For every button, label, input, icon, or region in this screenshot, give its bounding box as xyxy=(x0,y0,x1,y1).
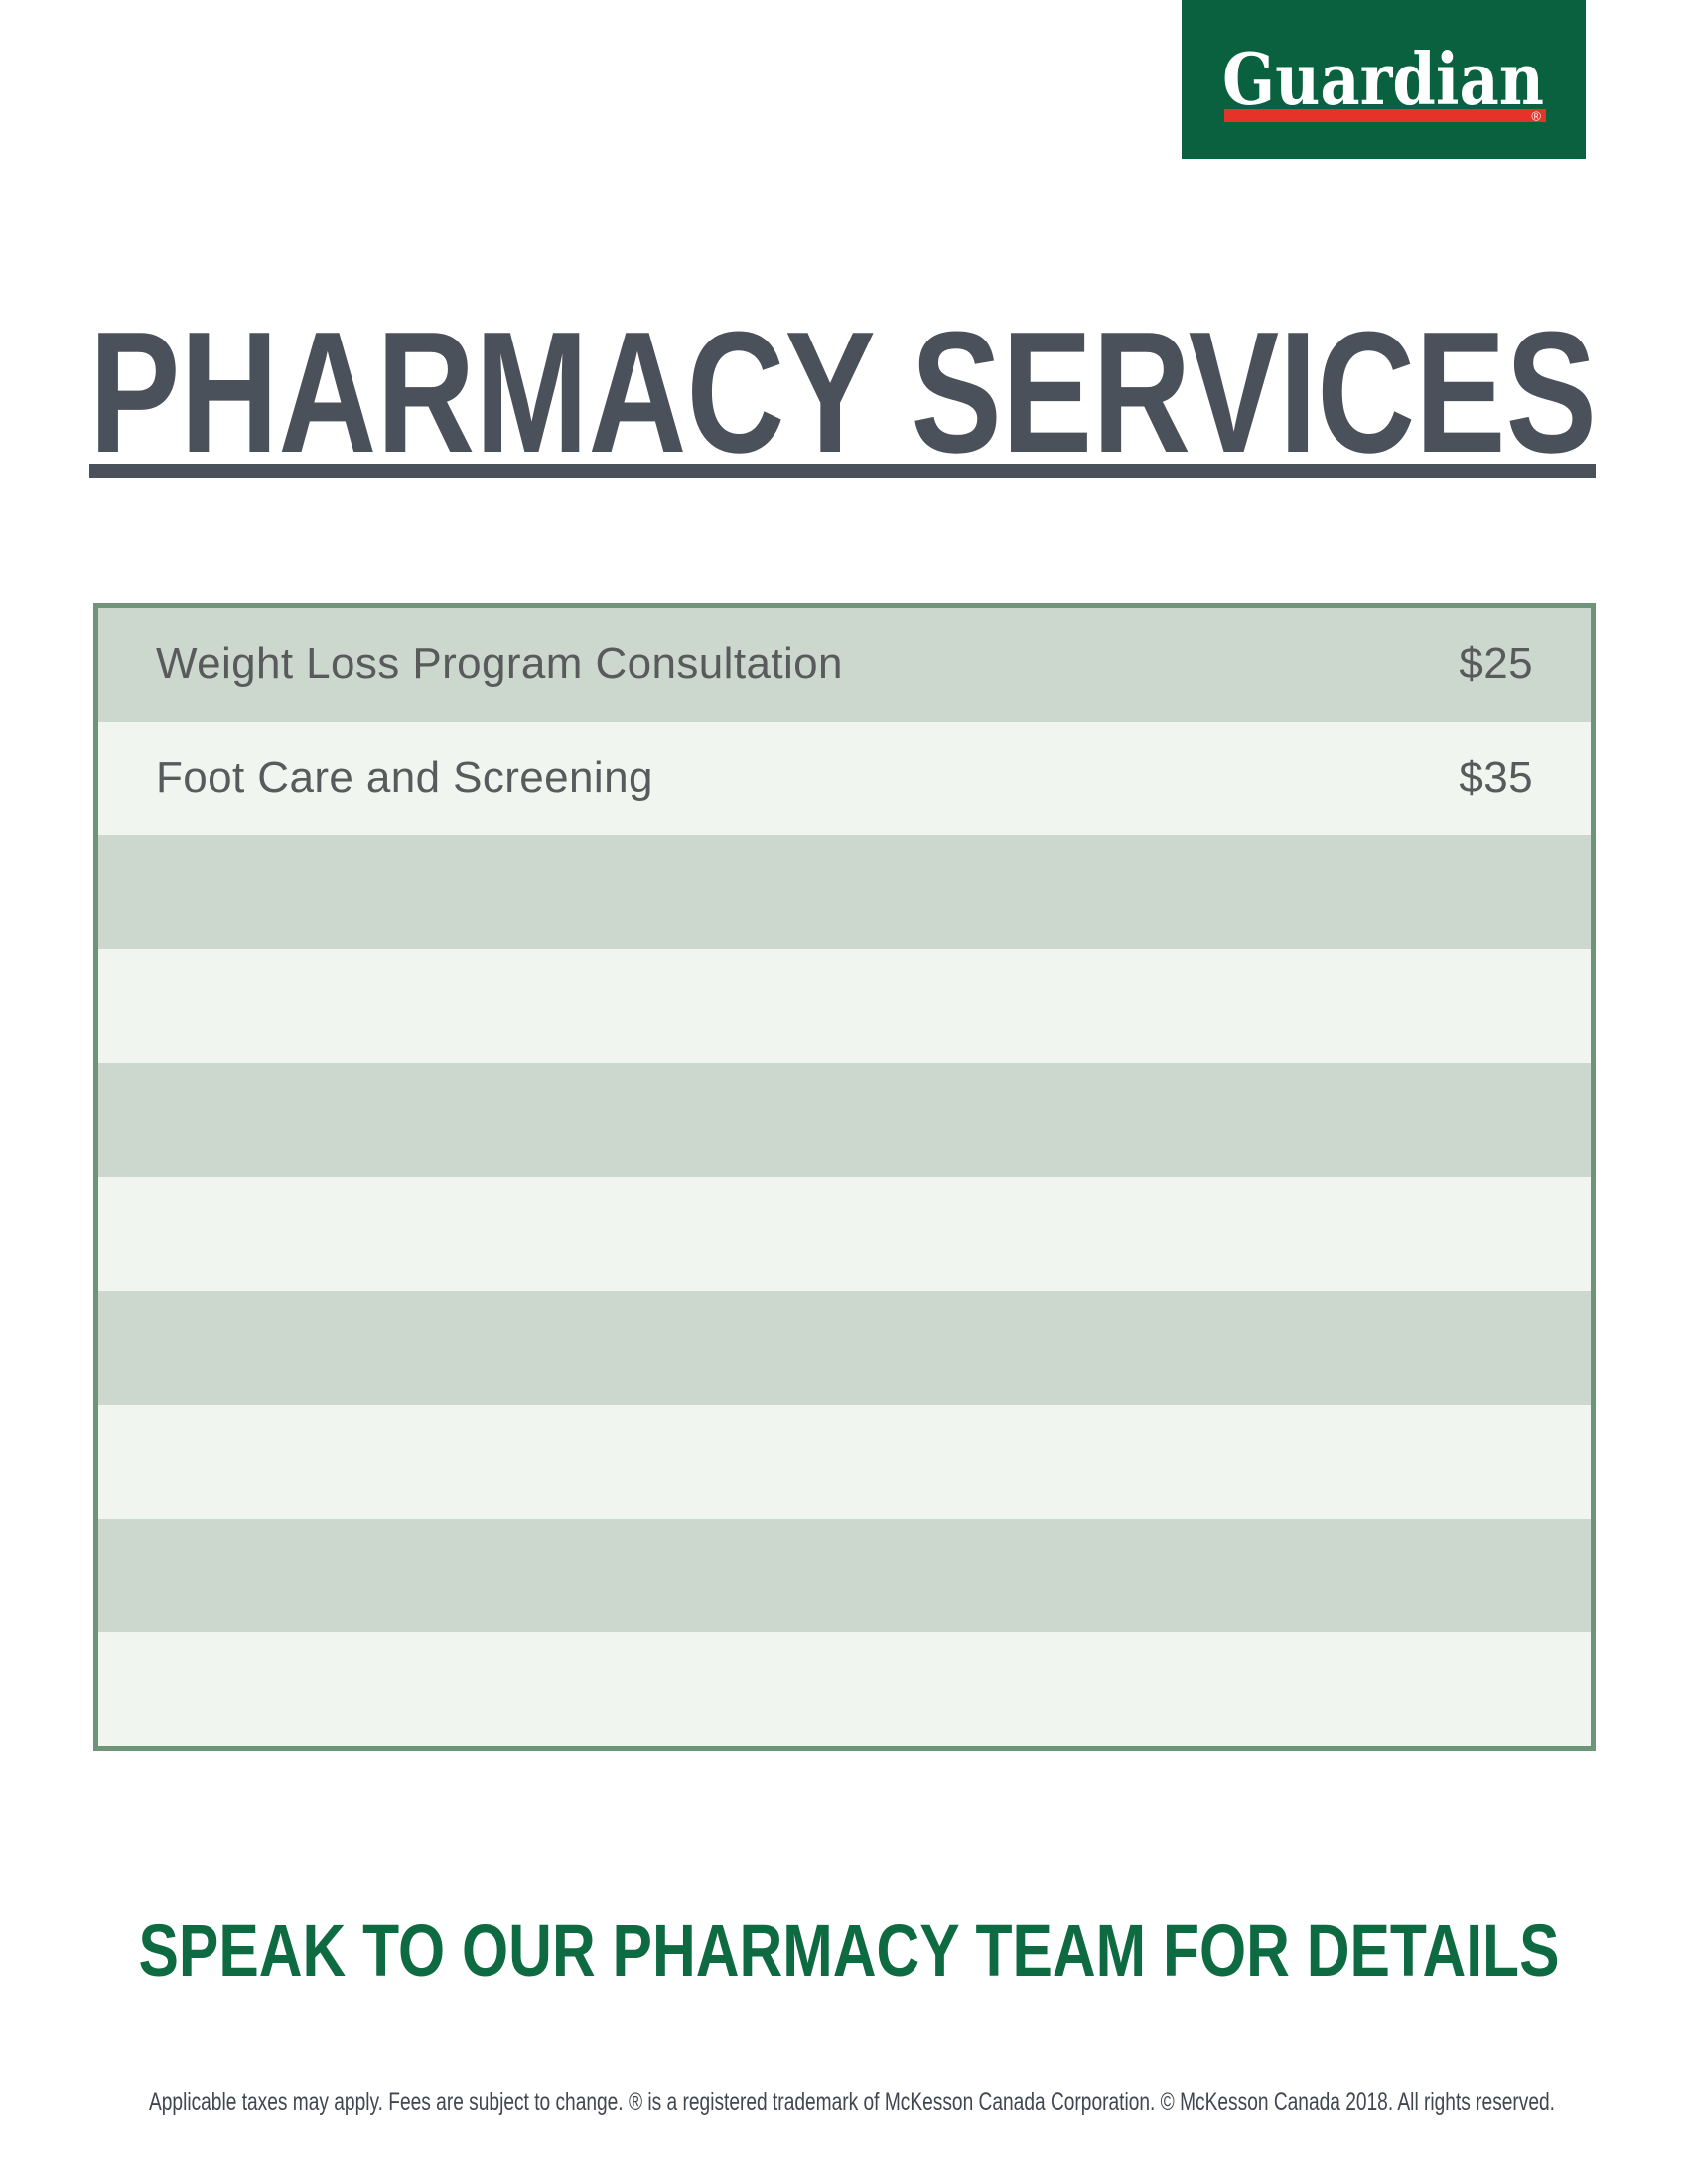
page-title-svg: PHARMACY SERVICES xyxy=(89,295,1597,477)
disclaimer-svg: Applicable taxes may apply. Fees are sub… xyxy=(149,2088,1555,2116)
table-row xyxy=(98,1632,1591,1747)
table-row xyxy=(98,1404,1591,1519)
footer-headline: SPEAK TO OUR PHARMACY TEAM FOR DETAILS xyxy=(139,1909,1560,1991)
table-row xyxy=(98,1291,1591,1405)
table-row: Weight Loss Program Consultation $25 xyxy=(98,608,1591,722)
services-table: Weight Loss Program Consultation $25 Foo… xyxy=(93,603,1596,1751)
table-row xyxy=(98,949,1591,1063)
logo-underline-bar: ® xyxy=(1224,109,1546,122)
table-row xyxy=(98,1062,1591,1177)
page-title: PHARMACY SERVICES xyxy=(89,295,1597,477)
guardian-wordmark: Guardian xyxy=(1222,37,1544,121)
table-row xyxy=(98,835,1591,950)
title-underline xyxy=(89,464,1596,478)
registered-trademark-icon: ® xyxy=(1531,108,1541,123)
service-name: Foot Care and Screening xyxy=(156,753,653,803)
footer-headline-svg: SPEAK TO OUR PHARMACY TEAM FOR DETAILS xyxy=(139,1909,1560,1991)
guardian-wordmark-svg: Guardian xyxy=(1222,37,1544,121)
disclaimer-text: Applicable taxes may apply. Fees are sub… xyxy=(149,2088,1555,2116)
table-row xyxy=(98,1518,1591,1633)
guardian-logo: Guardian ® xyxy=(1182,0,1586,159)
service-price: $35 xyxy=(1459,753,1533,803)
service-name: Weight Loss Program Consultation xyxy=(156,639,843,689)
service-price: $25 xyxy=(1459,639,1533,689)
table-row xyxy=(98,1176,1591,1292)
table-row: Foot Care and Screening $35 xyxy=(98,721,1591,836)
